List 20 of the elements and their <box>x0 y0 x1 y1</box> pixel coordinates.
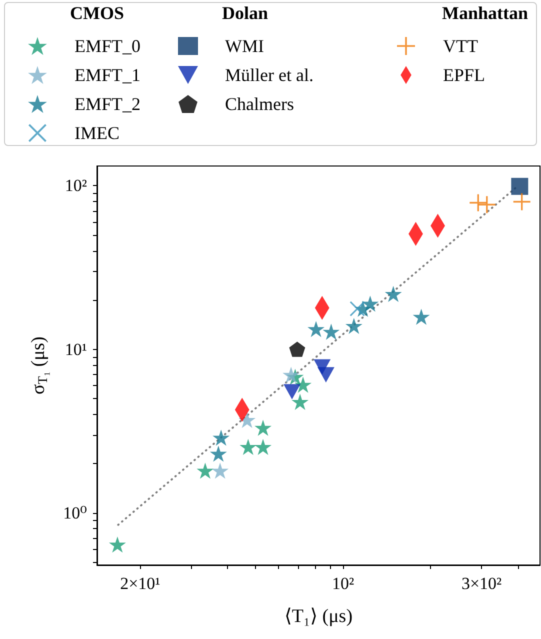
y-axis-title: σT₁ (μs) <box>28 336 50 394</box>
legend-label: Müller et al. <box>225 65 314 85</box>
legend-label: VTT <box>443 36 478 56</box>
text: Manhattan <box>442 3 528 23</box>
legend-label: Chalmers <box>225 94 294 114</box>
text: CMOS <box>70 3 124 23</box>
legend-label: WMI <box>225 36 264 56</box>
legend-label: EPFL <box>443 65 486 85</box>
y-tick-label: 10⁰ <box>63 503 88 522</box>
legend-label: EMFT_2 <box>74 94 140 114</box>
y-tick-label: 10¹ <box>64 340 87 359</box>
x-tick-label: 2×10¹ <box>120 574 160 593</box>
legend-label: EMFT_0 <box>74 36 140 56</box>
y-tick-label: 10² <box>64 176 87 196</box>
legend-label: IMEC <box>74 123 120 143</box>
text: Dolan <box>222 3 268 23</box>
x-axis-title: ⟨T₁⟩ (μs) <box>284 606 353 627</box>
x-tick-label: 3×10² <box>461 574 502 593</box>
x-tick-label: 10² <box>332 574 354 593</box>
legend-label: EMFT_1 <box>74 65 140 85</box>
